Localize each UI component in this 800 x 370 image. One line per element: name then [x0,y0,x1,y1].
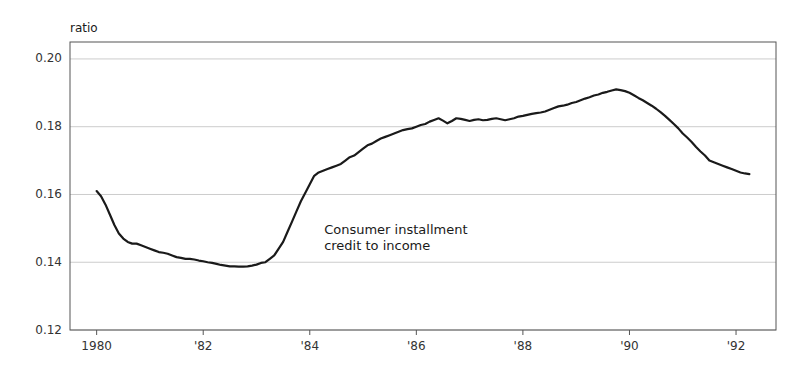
grid-line [70,126,776,127]
y-tick-label: 0.20 [35,51,62,65]
grid-line [70,262,776,263]
x-tick [96,330,97,335]
axes: 0.12 0.14 0.16 0.18 0.20 1980 '82 '84 '86 '88 '90 '… [35,51,745,353]
x-tick-label: '86 [407,339,426,353]
x-tick [629,330,630,335]
x-tick [203,330,204,335]
annotation-line: credit to income [324,238,430,253]
x-tick-label: '90 [620,339,639,353]
y-tick-label: 0.18 [35,119,62,133]
x-tick [416,330,417,335]
annotation-line: Consumer installment [324,222,467,237]
y-grid [70,59,776,330]
x-tick [736,330,737,335]
x-tick-label: 1980 [81,339,112,353]
x-tick-label: '84 [300,339,319,353]
plot-area [97,89,750,266]
y-tick-label: 0.14 [35,255,62,269]
plot-frame [70,42,776,330]
grid-line [70,58,776,59]
x-tick-label: '92 [727,339,746,353]
y-axis-label: ratio [70,21,98,35]
x-tick-label: '82 [194,339,213,353]
chart: 0.12 0.14 0.16 0.18 0.20 1980 '82 '84 '86 '88 '90 '… [0,0,800,370]
y-tick-label: 0.16 [35,187,62,201]
line [97,89,750,266]
grid-line [70,194,776,195]
annotation: Consumer installmentcredit to income [324,222,467,253]
x-tick-label: '88 [514,339,533,353]
background [0,0,800,370]
x-tick [309,330,310,335]
x-tick [522,330,523,335]
y-tick-label: 0.12 [35,323,62,337]
